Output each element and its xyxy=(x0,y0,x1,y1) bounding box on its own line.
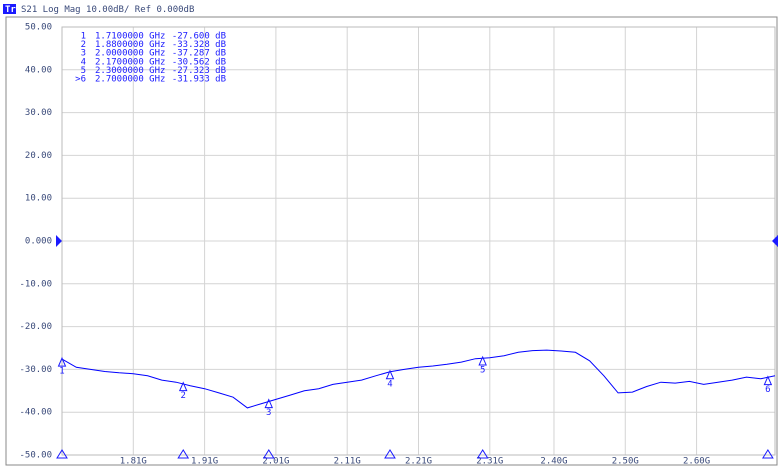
y-tick-label: 40.00 xyxy=(25,65,52,75)
y-tick-label: 50.00 xyxy=(25,23,52,33)
marker-table-name: 2 xyxy=(81,40,86,50)
marker-axis-flag xyxy=(476,449,489,459)
y-tick-label: -30.00 xyxy=(19,365,52,375)
x-tick-label: 2.60G xyxy=(683,457,710,466)
y-tick-label: 30.00 xyxy=(25,108,52,118)
marker-table-value: -27.600 dB xyxy=(172,32,226,42)
y-tick-label: -20.00 xyxy=(19,322,52,332)
ref-arrow xyxy=(56,235,62,247)
y-tick-label: 0.000 xyxy=(25,237,52,247)
marker-table-value: -27.323 dB xyxy=(172,66,226,76)
x-tick-label: 2.21G xyxy=(405,457,432,466)
marker-label: 6 xyxy=(765,385,770,395)
marker-table-name: >6 xyxy=(75,75,86,85)
y-tick-label: 10.00 xyxy=(25,194,52,204)
marker-table-freq: 2.7000000 GHz xyxy=(95,75,165,85)
marker-label: 5 xyxy=(480,365,485,375)
marker xyxy=(57,356,67,367)
ref-arrow xyxy=(772,235,778,247)
trace-line xyxy=(61,349,776,409)
marker-table-name: 1 xyxy=(81,32,86,42)
marker-table-name: 5 xyxy=(81,66,86,76)
marker-axis-flag xyxy=(761,449,774,459)
chart-title: S21 Log Mag 10.00dB/ Ref 0.000dB xyxy=(21,5,194,15)
marker-table-freq: 2.1700000 GHz xyxy=(95,57,165,67)
marker-table-freq: 2.0000000 GHz xyxy=(95,49,165,59)
x-tick-label: 2.50G xyxy=(612,457,639,466)
y-tick-label: -40.00 xyxy=(19,408,52,418)
marker-label: 3 xyxy=(266,408,271,418)
y-tick-label: -50.00 xyxy=(19,451,52,461)
marker-table-freq: 1.8800000 GHz xyxy=(95,40,165,50)
marker xyxy=(763,375,773,386)
marker-table-freq: 1.7100000 GHz xyxy=(95,32,165,42)
y-tick-label: 20.00 xyxy=(25,151,52,161)
x-tick-label: 2.40G xyxy=(540,457,567,466)
marker xyxy=(385,369,395,380)
marker-table-value: -33.328 dB xyxy=(172,40,226,50)
x-tick-label: 2.01G xyxy=(262,457,289,466)
marker-label: 4 xyxy=(387,379,392,389)
marker xyxy=(264,398,274,409)
marker-label: 1 xyxy=(59,367,64,377)
marker-table-value: -31.933 dB xyxy=(172,75,226,85)
marker-axis-flag xyxy=(262,449,275,459)
marker-table-value: -37.287 dB xyxy=(172,49,226,59)
marker-table-name: 4 xyxy=(81,57,86,67)
marker-axis-flag xyxy=(56,449,68,459)
marker-table-value: -30.562 dB xyxy=(172,57,226,67)
trace-name: Tr1 xyxy=(5,5,21,15)
marker xyxy=(178,381,188,392)
marker-axis-flag xyxy=(384,449,396,459)
marker-table-freq: 2.3000000 GHz xyxy=(95,66,165,76)
trace-badge xyxy=(3,4,16,14)
x-tick-label: 1.91G xyxy=(191,457,218,466)
x-tick-label: 2.11G xyxy=(334,457,361,466)
marker-axis-flag xyxy=(177,449,190,459)
y-tick-label: -10.00 xyxy=(19,279,52,289)
marker-table-name: 3 xyxy=(81,49,86,59)
marker-label: 2 xyxy=(180,391,185,401)
x-tick-label: 2.31G xyxy=(476,457,503,466)
marker xyxy=(478,355,487,366)
x-tick-label: 1.81G xyxy=(120,457,147,466)
